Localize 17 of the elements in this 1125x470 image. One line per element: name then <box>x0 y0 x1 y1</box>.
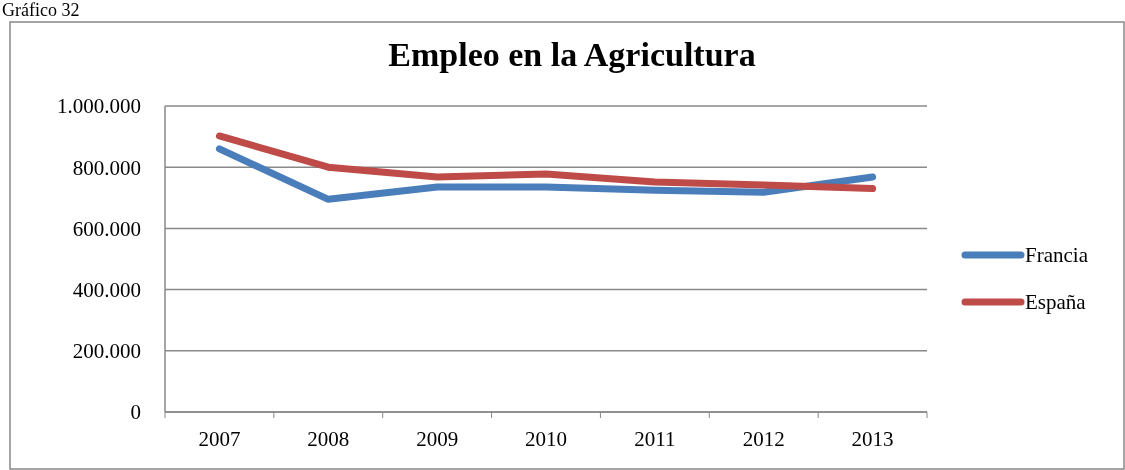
x-tick-label: 2013 <box>851 427 894 451</box>
chart-title: Empleo en la Agricultura <box>388 36 756 73</box>
x-tick-label: 2009 <box>416 427 459 451</box>
y-tick-label: 0 <box>130 400 141 425</box>
y-tick-label: 200.000 <box>72 339 141 364</box>
x-tick-label: 2007 <box>198 427 241 451</box>
text: Gráfico 32 <box>2 0 80 20</box>
y-tick-label: 1.000.000 <box>57 94 141 119</box>
legend-label: Francia <box>1025 243 1089 268</box>
x-tick-label: 2010 <box>525 427 567 451</box>
y-tick-label: 800.000 <box>72 155 141 180</box>
y-tick-label: 600.000 <box>72 216 141 241</box>
x-tick-label: 2011 <box>634 427 676 451</box>
legend-label: España <box>1025 290 1087 315</box>
x-tick-label: 2012 <box>742 427 785 451</box>
x-tick-label: 2008 <box>307 427 350 451</box>
y-tick-label: 400.000 <box>72 277 141 302</box>
